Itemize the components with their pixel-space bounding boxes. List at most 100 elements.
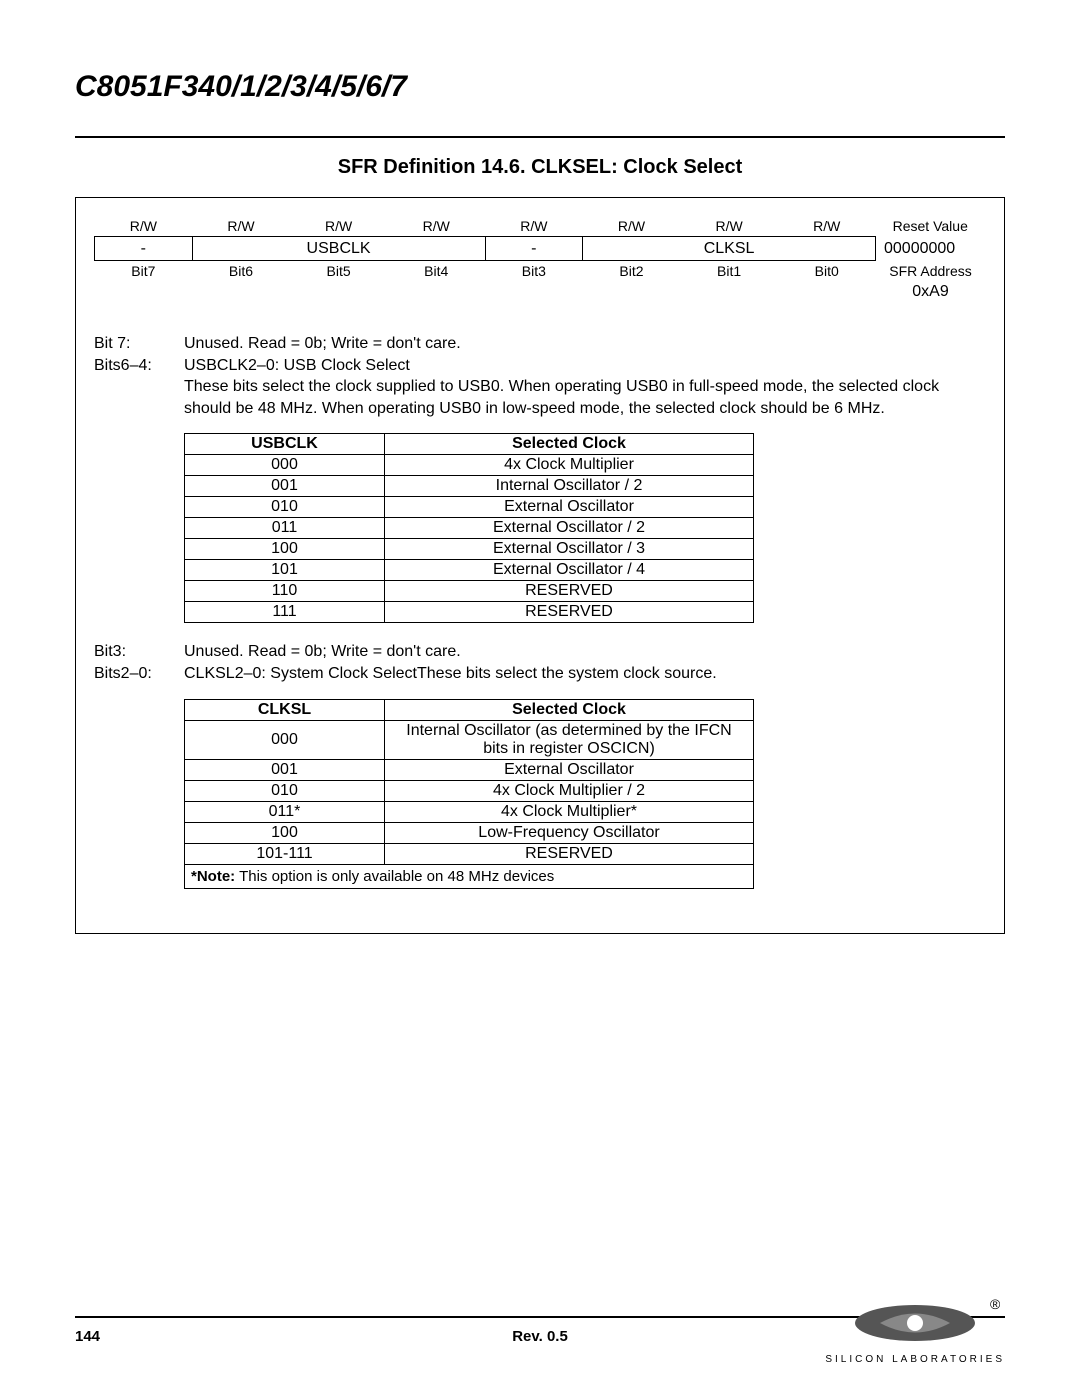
desc-cell: External Oscillator / 2 — [385, 518, 754, 539]
company-name: SILICON LABORATORIES — [825, 1354, 1005, 1365]
desc-cell: RESERVED — [385, 602, 754, 623]
desc-cell: External Oscillator / 3 — [385, 539, 754, 560]
rw-cell: R/W — [583, 216, 681, 237]
code-cell: 101 — [185, 560, 385, 581]
rw-cell: R/W — [387, 216, 485, 237]
bit-descriptions-2: Bit3: Unused. Read = 0b; Write = don't c… — [94, 641, 986, 684]
rw-cell: R/W — [192, 216, 290, 237]
desc-cell: External Oscillator — [385, 759, 754, 780]
code-cell: 011* — [185, 801, 385, 822]
bit7-row: Bit 7: Unused. Read = 0b; Write = don't … — [94, 333, 986, 355]
code-cell: 101-111 — [185, 843, 385, 864]
table-row: 010External Oscillator — [185, 497, 754, 518]
bits2-0-text: CLKSL2–0: System Clock SelectThese bits … — [184, 663, 986, 685]
bit-label: Bit0 — [778, 261, 876, 282]
table-header-row: USBCLK Selected Clock — [185, 434, 754, 455]
desc-cell: Low-Frequency Oscillator — [385, 822, 754, 843]
table-row: 101-111RESERVED — [185, 843, 754, 864]
bits2-0-row: Bits2–0: CLKSL2–0: System Clock SelectTh… — [94, 663, 986, 685]
sfr-address-value: 0xA9 — [876, 281, 986, 303]
bit3-row: Bit3: Unused. Read = 0b; Write = don't c… — [94, 641, 986, 663]
reg-field-cell: - — [95, 237, 193, 261]
bits2-0-label: Bits2–0: — [94, 663, 184, 685]
code-cell: 100 — [185, 822, 385, 843]
table-row: 100External Oscillator / 3 — [185, 539, 754, 560]
clksl-header: CLKSL — [185, 699, 385, 720]
page-title: C8051F340/1/2/3/4/5/6/7 — [75, 70, 1005, 104]
code-cell: 111 — [185, 602, 385, 623]
bit-label: Bit5 — [290, 261, 388, 282]
register-sfr-row: 0xA9 — [95, 281, 986, 303]
code-cell: 100 — [185, 539, 385, 560]
register-bit-table: R/W R/W R/W R/W R/W R/W R/W R/W Reset Va… — [94, 216, 986, 303]
bit-label: Bit6 — [192, 261, 290, 282]
bit-descriptions: Bit 7: Unused. Read = 0b; Write = don't … — [94, 333, 986, 419]
desc-cell: 4x Clock Multiplier / 2 — [385, 780, 754, 801]
note-label: *Note: — [191, 868, 235, 885]
bits6-4-text2: These bits select the clock supplied to … — [184, 376, 986, 419]
table-row: 111RESERVED — [185, 602, 754, 623]
note-text: This option is only available on 48 MHz … — [239, 868, 554, 885]
bit-label: Bit7 — [95, 261, 193, 282]
table-row: 110RESERVED — [185, 581, 754, 602]
spacer — [94, 376, 184, 419]
reg-field-cell: - — [485, 237, 583, 261]
code-cell: 001 — [185, 759, 385, 780]
desc-cell: RESERVED — [385, 843, 754, 864]
code-cell: 110 — [185, 581, 385, 602]
bit7-label: Bit 7: — [94, 333, 184, 355]
table-header-row: CLKSL Selected Clock — [185, 699, 754, 720]
bit-label: Bit3 — [485, 261, 583, 282]
table-note-row: *Note: This option is only available on … — [185, 864, 754, 888]
desc-cell: 4x Clock Multiplier — [385, 455, 754, 476]
bit7-text: Unused. Read = 0b; Write = don't care. — [184, 333, 986, 355]
table-row: 0104x Clock Multiplier / 2 — [185, 780, 754, 801]
selected-clock-header: Selected Clock — [385, 434, 754, 455]
code-cell: 000 — [185, 455, 385, 476]
section-title: SFR Definition 14.6. CLKSEL: Clock Selec… — [75, 156, 1005, 179]
table-row: 011*4x Clock Multiplier* — [185, 801, 754, 822]
reg-field-cell: USBCLK — [192, 237, 485, 261]
bit-label: Bit4 — [387, 261, 485, 282]
rw-cell: R/W — [290, 216, 388, 237]
bit3-label: Bit3: — [94, 641, 184, 663]
usbclk-header: USBCLK — [185, 434, 385, 455]
top-rule — [75, 136, 1005, 138]
usbclk-table: USBCLK Selected Clock 0004x Clock Multip… — [184, 433, 754, 623]
table-row: 100Low-Frequency Oscillator — [185, 822, 754, 843]
bit-label: Bit2 — [583, 261, 681, 282]
table-row: 000Internal Oscillator (as determined by… — [185, 720, 754, 759]
desc-cell: External Oscillator — [385, 497, 754, 518]
register-rw-row: R/W R/W R/W R/W R/W R/W R/W R/W Reset Va… — [95, 216, 986, 237]
table-row: 011External Oscillator / 2 — [185, 518, 754, 539]
code-cell: 000 — [185, 720, 385, 759]
register-bitnum-row: Bit7 Bit6 Bit5 Bit4 Bit3 Bit2 Bit1 Bit0 … — [95, 261, 986, 282]
table-row: 001External Oscillator — [185, 759, 754, 780]
table-row: 101External Oscillator / 4 — [185, 560, 754, 581]
selected-clock-header: Selected Clock — [385, 699, 754, 720]
rw-cell: R/W — [485, 216, 583, 237]
table-row: 0004x Clock Multiplier — [185, 455, 754, 476]
silabs-logo-icon: ® — [830, 1299, 1000, 1347]
desc-cell: External Oscillator / 4 — [385, 560, 754, 581]
code-cell: 010 — [185, 497, 385, 518]
desc-cell: Internal Oscillator / 2 — [385, 476, 754, 497]
bits6-4-row: Bits6–4: USBCLK2–0: USB Clock Select — [94, 355, 986, 377]
desc-cell: Internal Oscillator (as determined by th… — [385, 720, 754, 759]
rw-cell: R/W — [95, 216, 193, 237]
reset-value: 00000000 — [876, 237, 986, 261]
register-definition-box: R/W R/W R/W R/W R/W R/W R/W R/W Reset Va… — [75, 197, 1005, 934]
bit-label: Bit1 — [680, 261, 778, 282]
code-cell: 011 — [185, 518, 385, 539]
company-logo: ® SILICON LABORATORIES — [825, 1299, 1005, 1365]
register-value-row: - USBCLK - CLKSL 00000000 — [95, 237, 986, 261]
desc-cell: 4x Clock Multiplier* — [385, 801, 754, 822]
reset-label: Reset Value — [876, 216, 986, 237]
desc-cell: RESERVED — [385, 581, 754, 602]
sfr-address-label: SFR Address — [876, 261, 986, 282]
code-cell: 001 — [185, 476, 385, 497]
note-cell: *Note: This option is only available on … — [185, 864, 754, 888]
svg-text:®: ® — [990, 1299, 1000, 1312]
reg-field-cell: CLKSL — [583, 237, 876, 261]
bits6-4-label: Bits6–4: — [94, 355, 184, 377]
